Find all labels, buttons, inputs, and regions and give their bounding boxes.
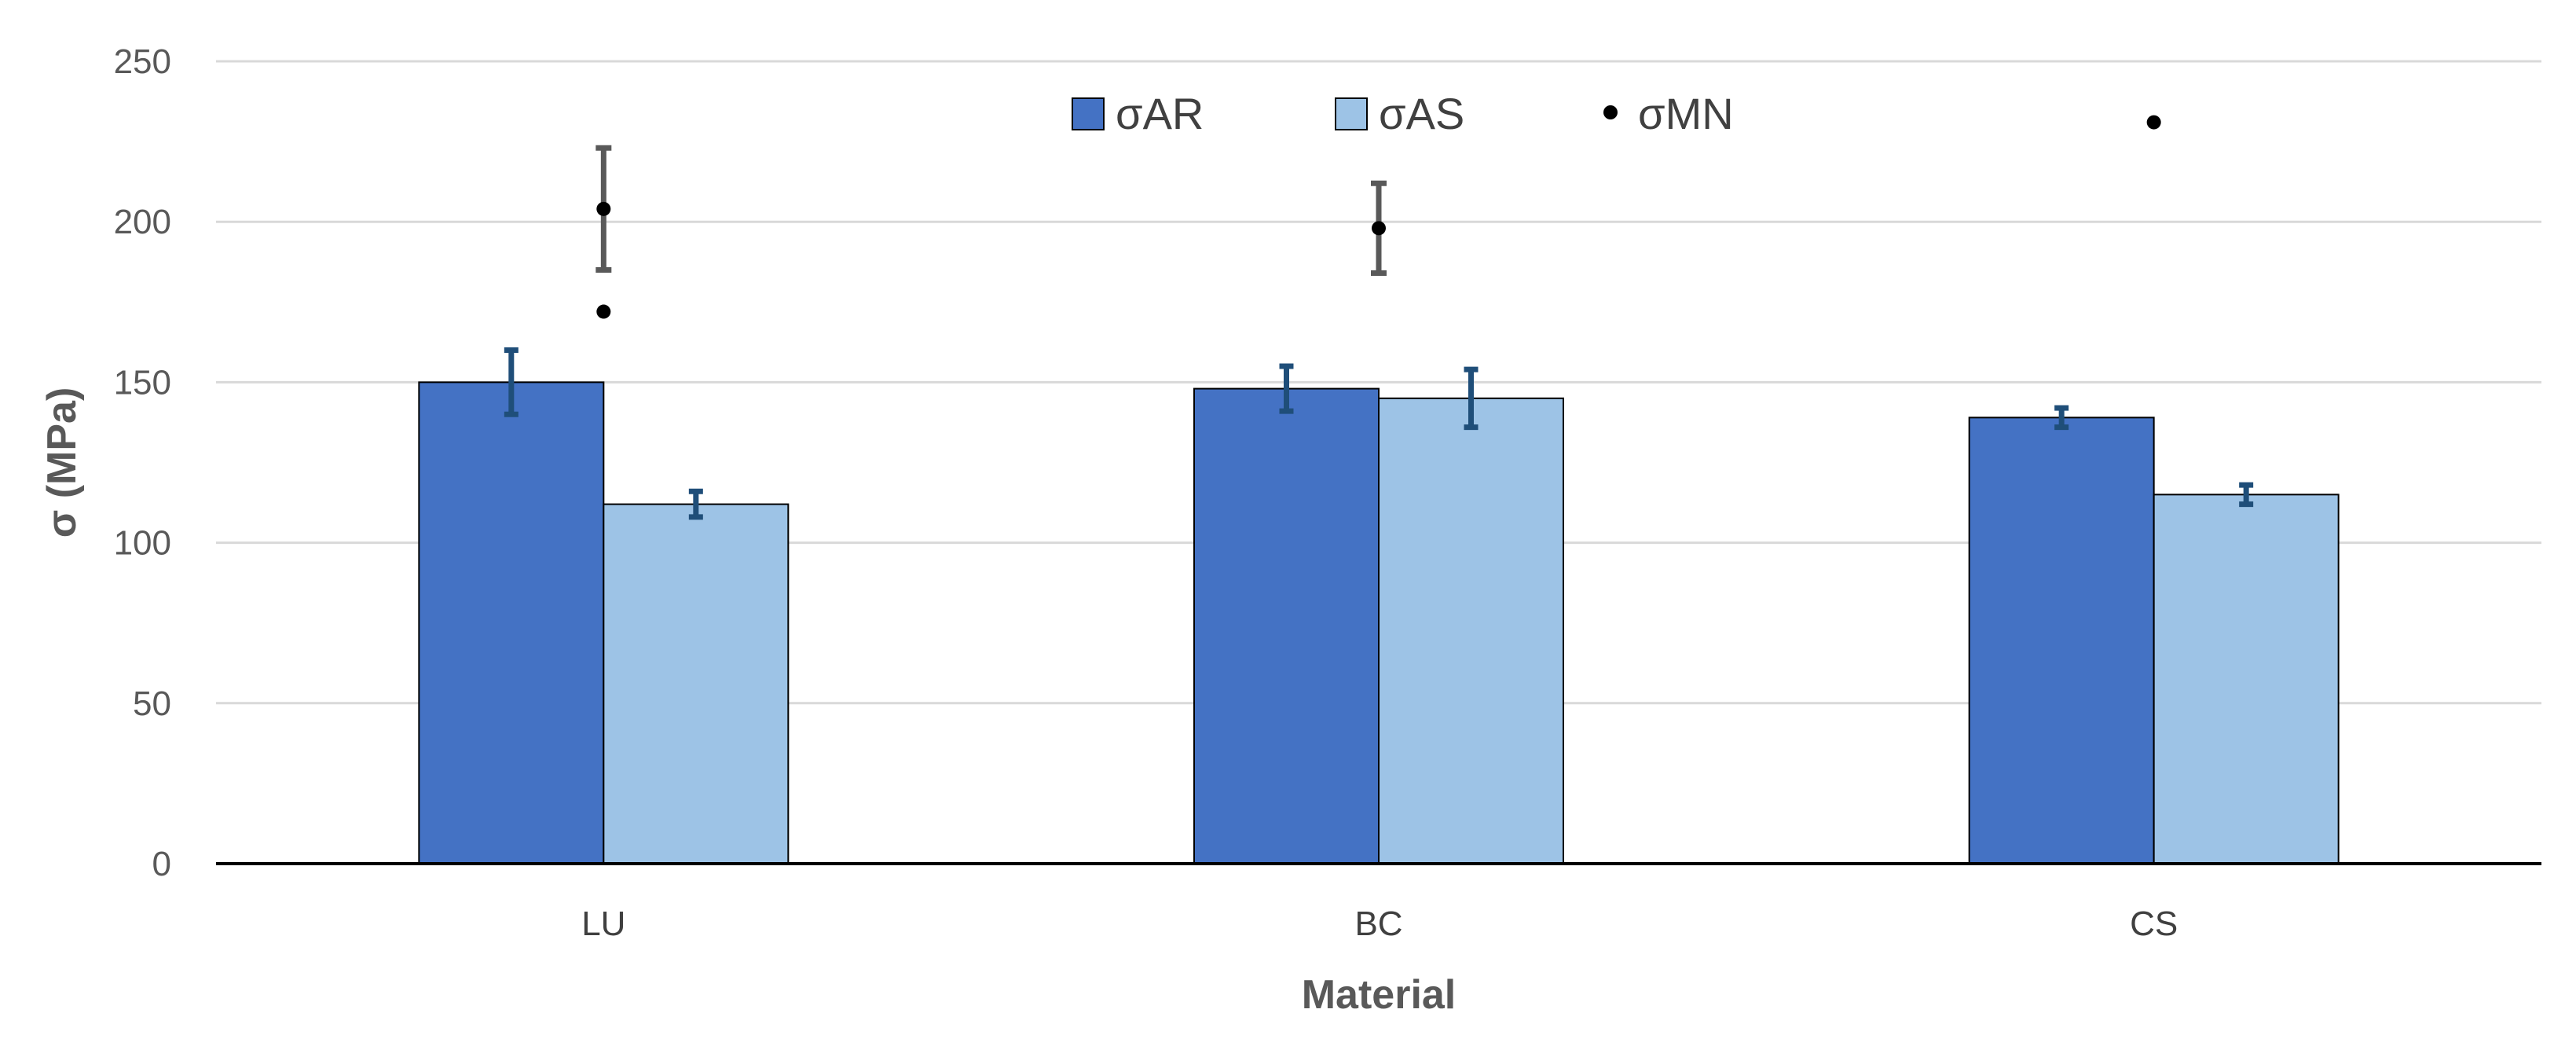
legend: σAR σAS σMN — [1072, 89, 1734, 138]
bars — [418, 381, 2340, 865]
bar-bc-0 — [1193, 387, 1380, 864]
error-bars — [504, 347, 2254, 520]
point-lu-extra — [596, 201, 611, 216]
x-tick-labels: LU BC CS — [581, 905, 2178, 943]
bar-lu-1 — [603, 503, 790, 864]
bar-bc-1 — [1378, 397, 1564, 864]
y-tick-label: 150 — [114, 363, 171, 402]
y-tick-label: 250 — [114, 42, 171, 81]
y-tick-label: 100 — [114, 524, 171, 563]
x-tick-label-bc: BC — [1354, 905, 1402, 943]
legend-label: σAS — [1379, 89, 1464, 138]
x-axis-title: Material — [1302, 972, 1457, 1018]
x-tick-label-cs: CS — [2130, 905, 2178, 943]
legend-label: σMN — [1638, 89, 1734, 138]
y-tick-label: 0 — [152, 845, 171, 883]
points — [595, 115, 2161, 319]
y-tick-label: 200 — [114, 203, 171, 241]
bar-cs-0 — [1968, 417, 2155, 864]
bar-lu-0 — [418, 381, 605, 864]
y-axis-title: σ (MPa) — [39, 387, 85, 538]
legend-marker — [1603, 105, 1618, 119]
y-tick-labels: 0 50 100 150 200 250 — [114, 42, 171, 883]
x-tick-label-lu: LU — [581, 905, 625, 943]
point-cs — [2146, 115, 2161, 130]
point-lu — [596, 304, 611, 319]
bar-cs-1 — [2153, 494, 2340, 865]
point-bc-extra — [1372, 221, 1386, 236]
legend-swatch — [1072, 97, 1105, 130]
legend-label: σAR — [1116, 89, 1204, 138]
legend-swatch — [1335, 97, 1368, 130]
y-tick-label: 50 — [133, 684, 171, 723]
